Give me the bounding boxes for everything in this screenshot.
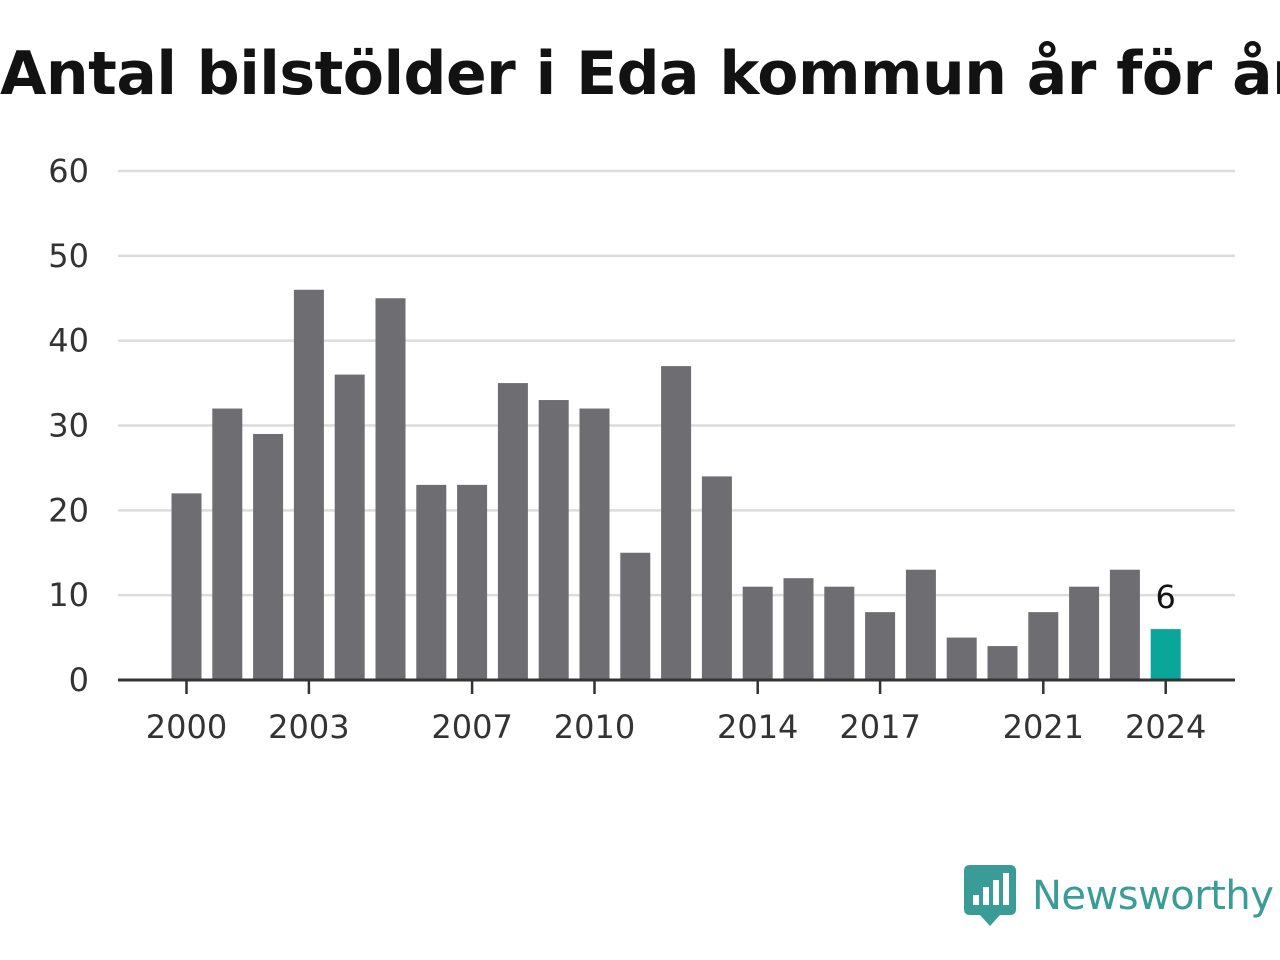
bar-2005 [375, 298, 406, 680]
bar-2024 [1150, 629, 1181, 680]
bar-2007 [457, 484, 488, 680]
bar-2022 [1069, 586, 1100, 680]
bar-2021 [1028, 612, 1059, 680]
brand-name: Newsworthy [1032, 873, 1274, 919]
y-tick-label: 40 [48, 322, 89, 360]
bar-2015 [783, 578, 814, 680]
bar-2003 [293, 289, 324, 680]
y-tick-label: 30 [48, 407, 89, 445]
bar-2017 [865, 612, 896, 680]
bars [171, 289, 1181, 680]
bar-2012 [661, 366, 692, 680]
bar-2013 [701, 476, 732, 680]
bar-2011 [620, 552, 651, 680]
x-tick-label: 2010 [554, 708, 635, 746]
bar-2006 [416, 484, 447, 680]
data-label-2024: 6 [1156, 578, 1176, 616]
bar-2018 [905, 569, 936, 680]
bar-2010 [579, 408, 610, 680]
bar-2009 [538, 400, 569, 680]
bar-2000 [171, 493, 202, 680]
x-tick-label: 2007 [431, 708, 512, 746]
y-tick-label: 20 [48, 491, 89, 529]
bar-2004 [334, 374, 365, 680]
x-tick-label: 2021 [1003, 708, 1084, 746]
labels: 0 10 20 30 40 50 60 6 2000 2003 2007 2010 2014 2017 20… [48, 152, 1206, 746]
bar-2016 [824, 586, 855, 680]
bar-2014 [742, 586, 773, 680]
y-tick-label: 50 [48, 237, 89, 275]
bar-2002 [253, 433, 284, 680]
x-tick-label: 2014 [717, 708, 798, 746]
x-tick-label: 2024 [1125, 708, 1206, 746]
bar-2008 [497, 383, 528, 680]
bar-2023 [1109, 569, 1140, 680]
y-tick-label: 10 [48, 576, 89, 614]
x-tick-label: 2017 [839, 708, 920, 746]
bar-2001 [212, 408, 243, 680]
brand-logo: Newsworthy [964, 864, 1274, 928]
y-tick-label: 0 [69, 661, 89, 699]
axes [118, 678, 1235, 694]
bar-2020 [987, 646, 1018, 680]
x-tick-label: 2003 [268, 708, 349, 746]
x-tick-label: 2000 [146, 708, 227, 746]
bar-2019 [946, 637, 977, 680]
y-tick-label: 60 [48, 152, 89, 190]
chart-title: Antal bilstölder i Eda kommun år för år [0, 39, 1280, 109]
newsworthy-logo-icon [964, 865, 1016, 926]
